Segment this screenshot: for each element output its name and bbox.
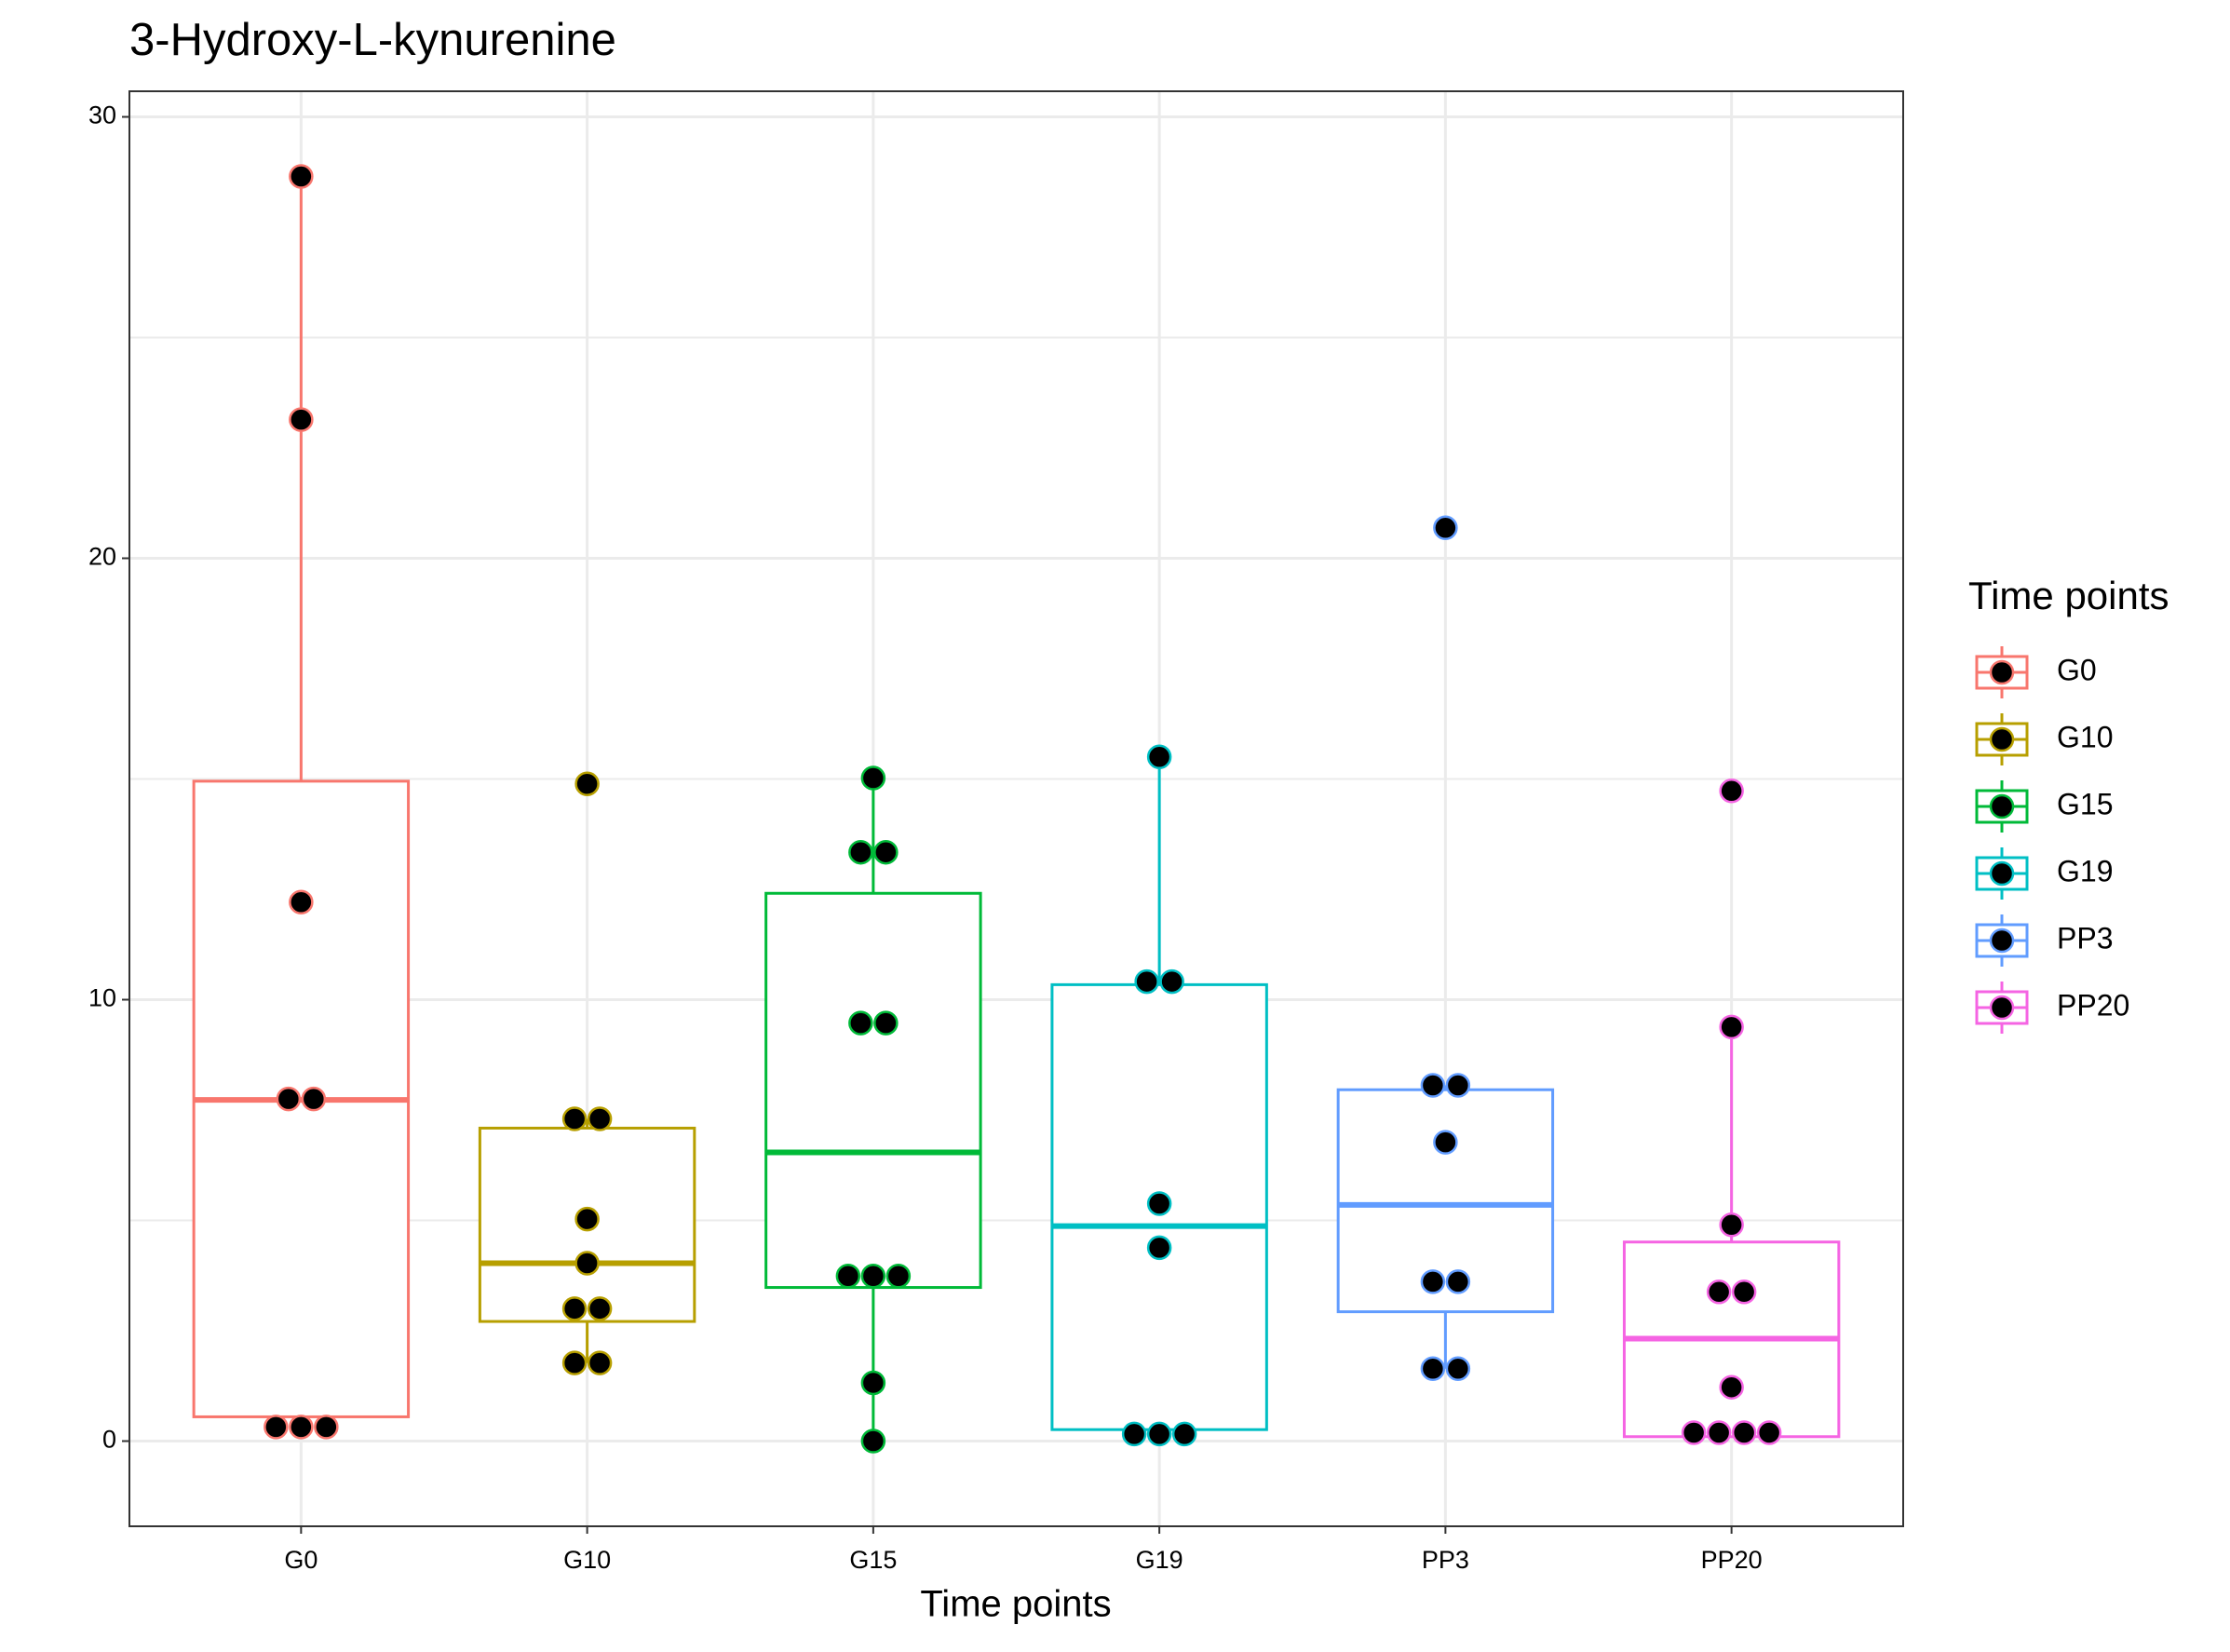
box [478, 1126, 696, 1323]
data-point [1146, 1191, 1172, 1216]
data-point [860, 765, 886, 791]
box-group [1622, 779, 1841, 1445]
x-tick-label: G0 [284, 1546, 318, 1574]
data-point [1756, 1420, 1782, 1445]
legend-label: PP20 [2057, 988, 2129, 1022]
y-tick-label: 0 [102, 1426, 116, 1454]
legend-label: G15 [2057, 787, 2113, 820]
box [1336, 1088, 1555, 1314]
data-point [1420, 1073, 1446, 1098]
data-point [1719, 1014, 1744, 1040]
data-point [1146, 744, 1172, 770]
data-point [289, 1415, 314, 1440]
data-point [873, 839, 899, 865]
data-point [1706, 1280, 1732, 1305]
data-point [289, 164, 314, 189]
data-point [301, 1086, 327, 1112]
data-point [1433, 1130, 1458, 1155]
data-point [1171, 1421, 1197, 1447]
data-point [1134, 968, 1159, 995]
data-point [1445, 1269, 1471, 1294]
data-point [1719, 1212, 1744, 1238]
data-point [574, 1206, 600, 1232]
data-point [1445, 1356, 1471, 1382]
legend-label: PP3 [2057, 921, 2113, 955]
data-point [1420, 1356, 1446, 1382]
legend-dot [1989, 793, 2015, 819]
data-point [860, 1370, 886, 1396]
data-point [860, 1429, 886, 1454]
data-point [848, 1010, 873, 1036]
data-point [276, 1086, 302, 1112]
legend-dot [1989, 995, 2015, 1021]
data-point [1445, 1073, 1471, 1098]
box-group [764, 765, 982, 1454]
data-point [1731, 1280, 1757, 1305]
data-point [1433, 515, 1458, 541]
data-point [1706, 1420, 1732, 1445]
data-point [1146, 1235, 1172, 1261]
x-tick-label: PP3 [1422, 1546, 1469, 1574]
data-point [1159, 968, 1184, 995]
legend-dot [1989, 659, 2015, 685]
box-group [1050, 744, 1268, 1447]
data-point [289, 889, 314, 915]
data-point [835, 1263, 861, 1289]
chart-title: 3-Hydroxy-L-kynurenine [129, 15, 616, 65]
data-point [574, 771, 600, 796]
data-point [1719, 779, 1744, 804]
data-point [1146, 1421, 1172, 1447]
box [764, 891, 982, 1290]
data-point [561, 1106, 588, 1131]
data-point [873, 1010, 899, 1036]
data-point [587, 1296, 613, 1321]
legend-dot [1989, 726, 2015, 752]
legend-title: Time points [1968, 574, 2169, 617]
x-tick-label: G19 [1136, 1546, 1183, 1574]
data-point [1420, 1269, 1446, 1294]
data-point [587, 1106, 613, 1131]
x-axis-title: Time points [920, 1584, 1111, 1625]
data-point [848, 839, 873, 865]
panel-border [128, 90, 1904, 1527]
data-point [561, 1350, 588, 1375]
box-group [192, 164, 411, 1440]
legend-item: G0 [1975, 646, 2097, 698]
data-point [1121, 1421, 1147, 1447]
x-tick-label: G10 [563, 1546, 611, 1574]
legend-item: G15 [1975, 780, 2113, 833]
data-point [885, 1263, 912, 1289]
x-tick-label: PP20 [1701, 1546, 1763, 1574]
data-point [314, 1415, 339, 1440]
legend-label: G10 [2057, 720, 2113, 753]
data-point [264, 1415, 289, 1440]
legend-dot [1989, 860, 2015, 887]
data-point [561, 1296, 588, 1321]
data-point [289, 407, 314, 432]
y-tick-label: 10 [88, 984, 116, 1012]
legend-label: G0 [2057, 653, 2097, 686]
y-tick-label: 20 [88, 543, 116, 571]
legend-item: G10 [1975, 713, 2113, 765]
data-point [860, 1263, 886, 1289]
y-tick-label: 30 [88, 102, 116, 129]
box-group [478, 771, 696, 1375]
legend-label: G19 [2057, 854, 2113, 887]
data-point [587, 1350, 613, 1375]
data-point [1731, 1420, 1757, 1445]
box-group [1336, 515, 1555, 1382]
data-point [1719, 1374, 1744, 1400]
x-tick-label: G15 [849, 1546, 897, 1574]
legend-dot [1989, 928, 2015, 954]
data-point [574, 1251, 600, 1276]
legend-item: G19 [1975, 847, 2113, 900]
legend-item: PP3 [1975, 914, 2113, 967]
legend-item: PP20 [1975, 982, 2129, 1034]
data-point [1681, 1420, 1707, 1445]
